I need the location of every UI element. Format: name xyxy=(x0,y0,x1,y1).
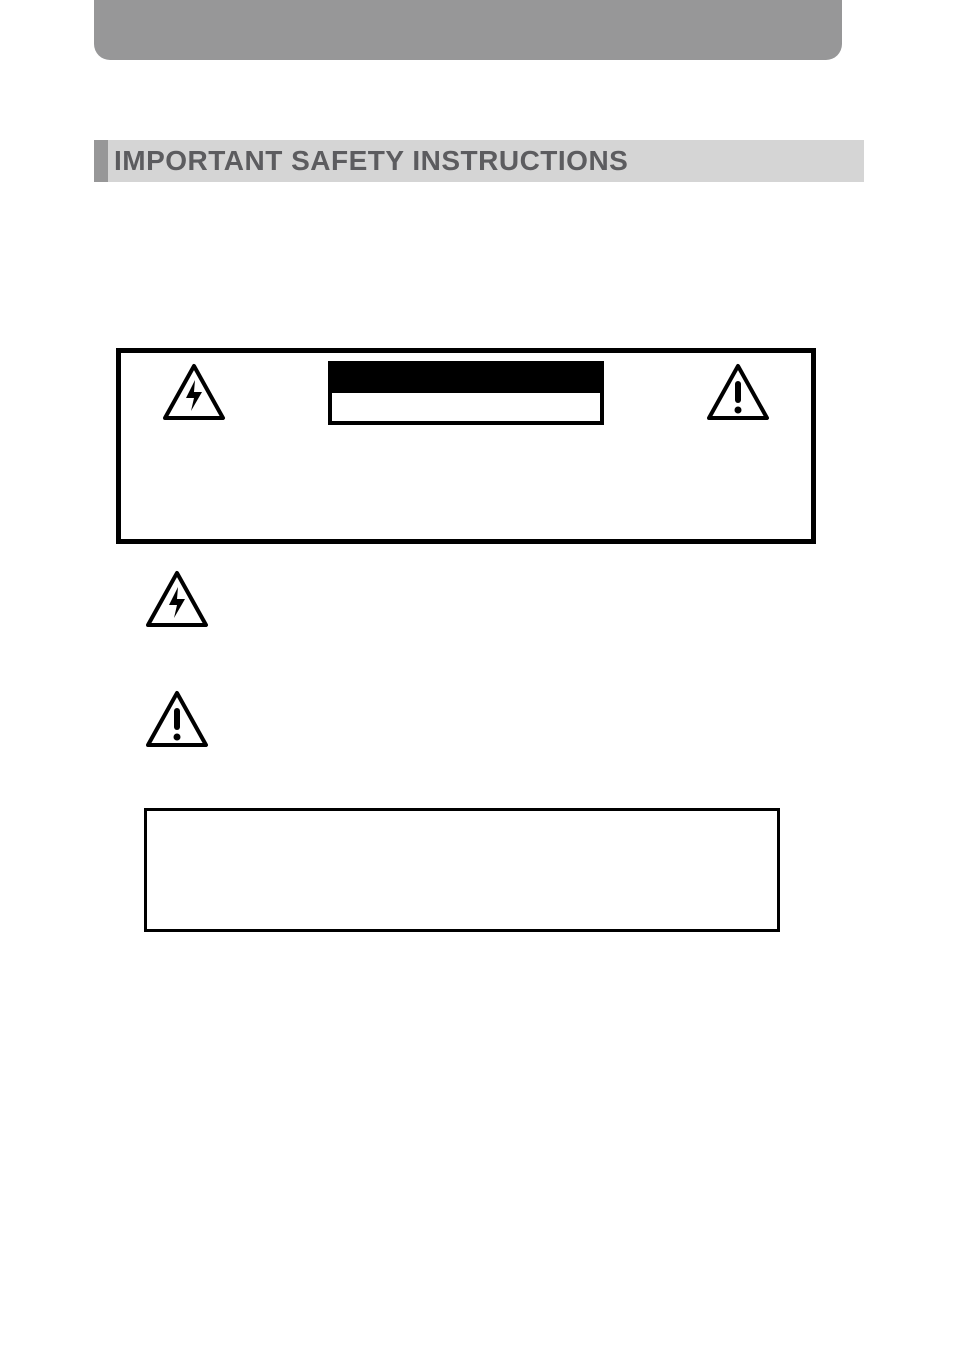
warning-box xyxy=(144,808,780,932)
section-title-tab xyxy=(94,140,108,182)
lightning-explain-row xyxy=(144,570,210,630)
exclamation-triangle-icon xyxy=(144,690,210,750)
top-banner xyxy=(94,0,842,60)
caution-box xyxy=(116,348,816,544)
caution-top-row xyxy=(121,353,811,433)
lightning-triangle-icon xyxy=(161,363,227,423)
caution-center-black-bar xyxy=(332,365,600,393)
exclamation-explain-row xyxy=(144,690,210,750)
caution-center-label xyxy=(328,361,604,425)
exclamation-triangle-icon xyxy=(705,363,771,423)
lightning-triangle-icon xyxy=(144,570,210,630)
page-title: IMPORTANT SAFETY INSTRUCTIONS xyxy=(114,145,628,177)
